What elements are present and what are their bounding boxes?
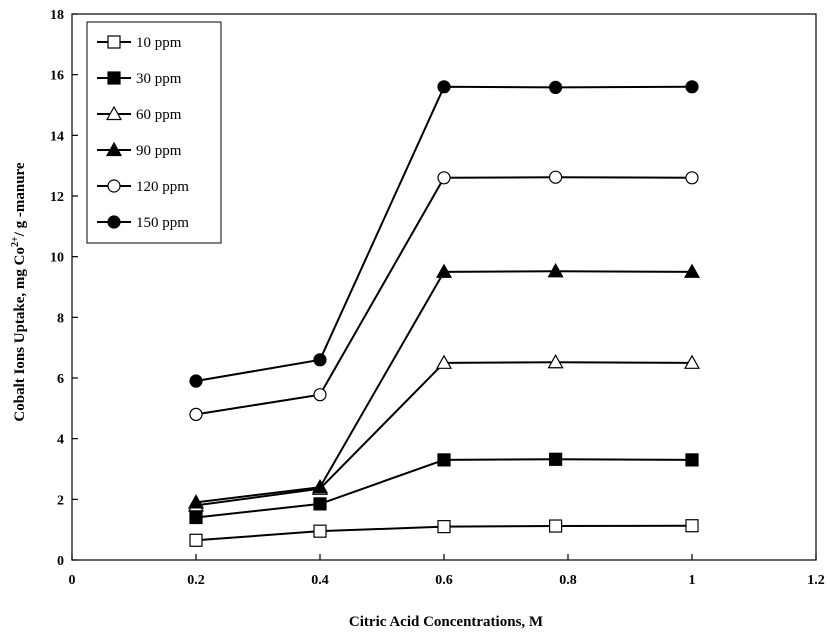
data-point — [437, 80, 451, 94]
series-line — [195, 361, 693, 507]
data-point — [437, 520, 451, 534]
data-point — [189, 407, 203, 421]
series-5 — [189, 80, 699, 388]
y-tick-label: 18 — [50, 8, 64, 23]
data-point — [313, 353, 327, 367]
data-point — [313, 524, 327, 538]
data-point — [435, 263, 453, 278]
y-tick-label: 6 — [57, 372, 64, 387]
series-2 — [187, 353, 701, 512]
legend-marker — [107, 35, 121, 49]
data-point — [189, 533, 203, 547]
series-layer — [187, 80, 701, 547]
series-4 — [189, 170, 699, 421]
legend-marker — [105, 105, 123, 121]
axes: 0 2 4 6 8 10 12 14 16 18 0 0.2 0.4 0.6 0.8 1 1.2 — [50, 8, 825, 588]
legend-item: 10 ppm — [97, 35, 182, 51]
y-tick-label: 10 — [50, 251, 64, 266]
y-axis-title: Cobalt Ions Uptake, mg Co2+/ g -manure — [10, 162, 28, 422]
y-tick-label: 8 — [57, 311, 64, 326]
legend-label: 120 ppm — [136, 179, 189, 195]
data-point — [685, 453, 699, 467]
legend-marker — [105, 141, 123, 157]
legend-box — [86, 21, 222, 244]
legend-item: 90 ppm — [97, 141, 182, 159]
data-point — [547, 353, 564, 369]
x-tick-label: 1.2 — [807, 573, 825, 588]
data-point — [187, 494, 205, 509]
y-axis-title-sup: 2+ — [10, 236, 21, 247]
data-point — [685, 80, 699, 94]
legend: 10 ppm 30 ppm 60 ppm 90 ppm 120 ppm 150 ppm — [86, 21, 222, 244]
legend-item: 120 ppm — [97, 179, 189, 195]
legend-label: 150 ppm — [136, 215, 189, 231]
x-axis-title: Citric Acid Concentrations, M — [349, 614, 543, 630]
data-point — [189, 510, 203, 525]
data-point — [313, 497, 327, 511]
legend-label: 60 ppm — [136, 107, 182, 123]
y-tick-label: 4 — [57, 433, 64, 448]
series-line — [195, 85, 693, 383]
series-3 — [187, 262, 701, 509]
x-tick-label: 0.6 — [435, 573, 453, 588]
data-point — [548, 519, 563, 533]
data-point — [548, 452, 563, 466]
data-point — [547, 262, 564, 278]
y-tick-label: 0 — [57, 554, 64, 569]
legend-marker — [107, 179, 121, 193]
data-point — [313, 388, 327, 402]
legend-item: 30 ppm — [97, 71, 182, 87]
data-point — [683, 263, 701, 278]
data-point — [435, 354, 453, 369]
data-point — [548, 80, 563, 95]
data-point — [548, 170, 563, 184]
series-line — [195, 176, 693, 416]
y-tick-label: 14 — [50, 129, 64, 144]
legend-item: 60 ppm — [97, 105, 182, 123]
data-point — [189, 374, 203, 388]
x-tick-label: 0.4 — [311, 573, 329, 588]
series-line — [195, 458, 693, 519]
data-point — [683, 354, 701, 369]
x-tick-label: 1 — [689, 573, 696, 588]
y-tick-label: 2 — [57, 493, 64, 508]
data-point — [685, 171, 699, 185]
data-point — [437, 453, 451, 467]
x-tick-label: 0.2 — [187, 573, 205, 588]
legend-item: 150 ppm — [97, 215, 189, 231]
y-axis-title-main: Cobalt Ions Uptake, mg Co — [12, 247, 28, 422]
y-axis-title-tail: / g -manure — [12, 162, 28, 237]
data-point — [685, 519, 699, 533]
legend-label: 90 ppm — [136, 143, 182, 159]
y-tick-label: 12 — [50, 190, 64, 205]
x-tick-label: 0.8 — [559, 573, 577, 588]
legend-label: 10 ppm — [136, 35, 182, 51]
series-line — [195, 270, 693, 504]
y-tick-label: 16 — [50, 69, 64, 84]
legend-marker — [107, 71, 121, 85]
data-point — [437, 171, 451, 185]
series-1 — [189, 452, 699, 525]
legend-marker — [107, 215, 121, 229]
x-tick-label: 0 — [69, 573, 76, 588]
legend-label: 30 ppm — [136, 71, 182, 87]
series-0 — [189, 519, 699, 547]
data-point — [311, 478, 329, 494]
